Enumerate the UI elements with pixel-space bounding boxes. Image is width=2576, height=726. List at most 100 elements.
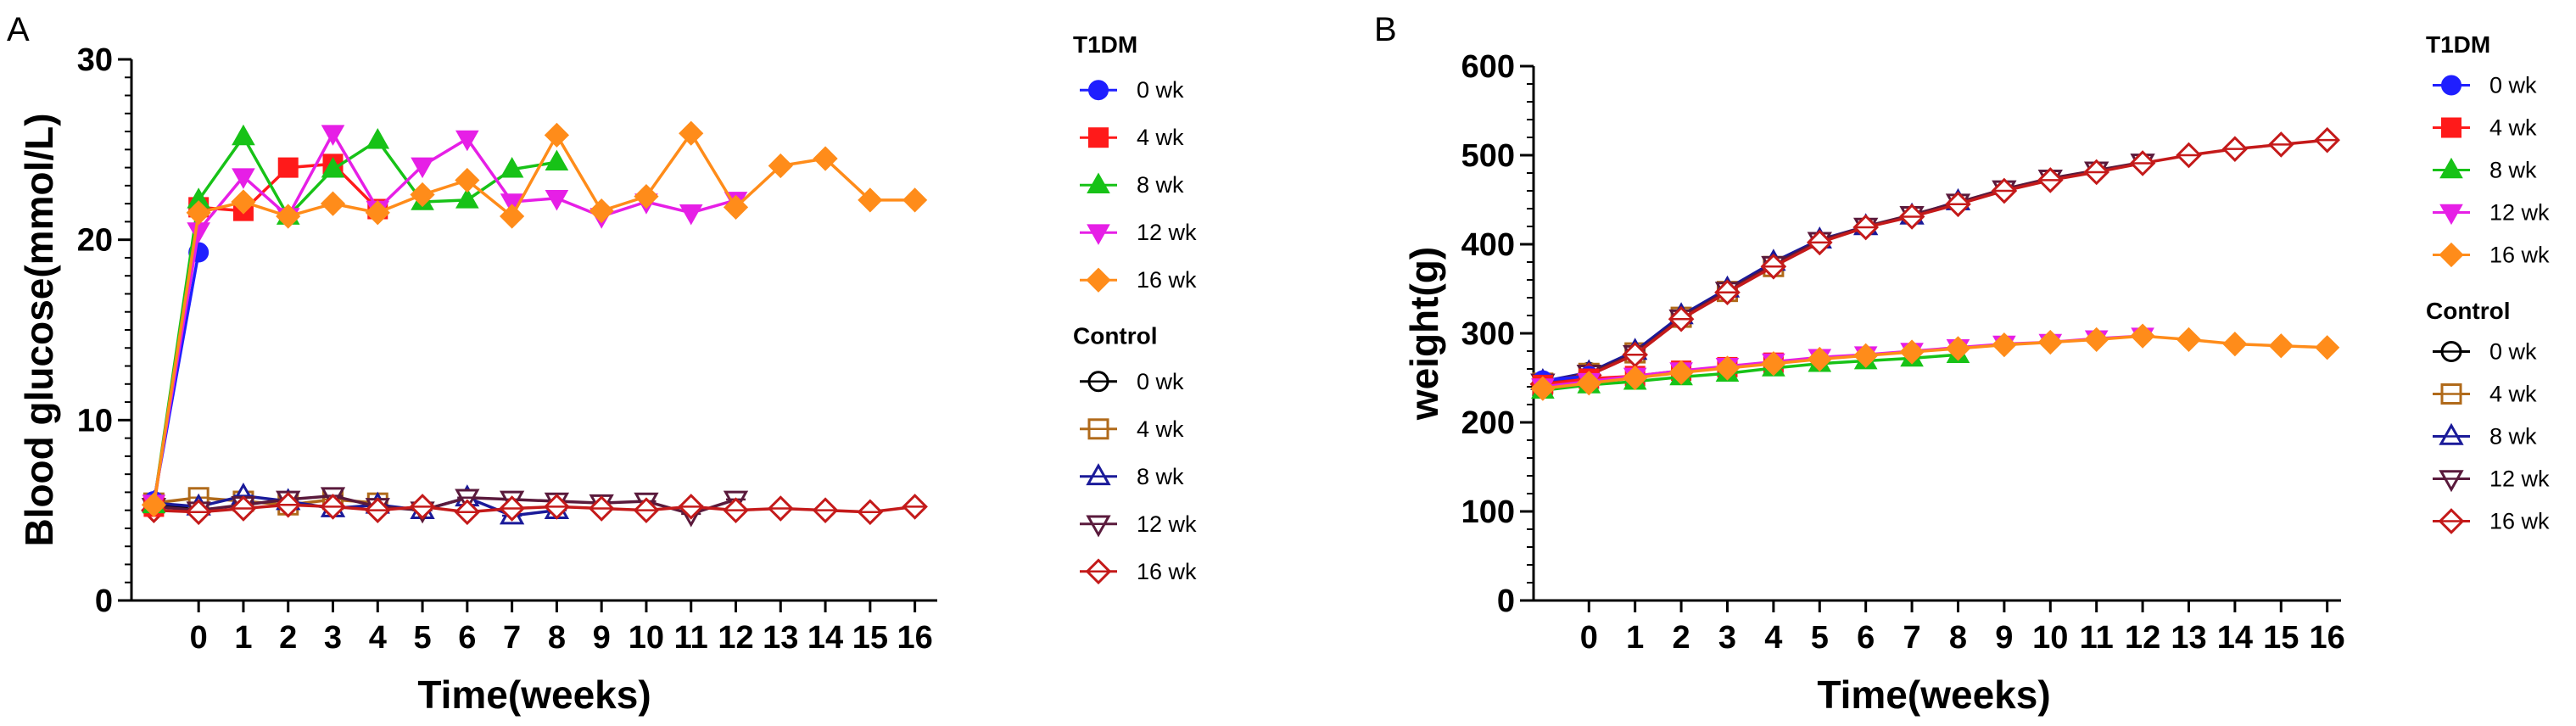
panel-b-legend-entry: 12 wk [2433,200,2550,226]
panel-a-legend-label: 16 wk [1137,559,1197,584]
panel-a-data-point [366,128,390,149]
panel-a-series-line [154,494,557,517]
panel-a-legend-marker [1086,515,1111,538]
panel-a-legend-label: 8 wk [1137,464,1184,489]
panel-b-x-tick-label: 15 [2263,620,2299,656]
panel-a-data-point [454,499,481,526]
panel-b-data-point [1761,351,1786,377]
panel-a-x-axis-title: Time(weeks) [417,673,651,717]
panel-b-data-point [2084,327,2109,352]
panel-b-data-point [2315,335,2340,360]
panel-a-data-point [364,497,391,523]
panel-b-data-point [2176,327,2202,352]
panel-a-data-point [409,494,436,520]
panel-b-legend-label: 12 wk [2489,466,2550,492]
panel-a-data-point [544,122,570,148]
panel-b-series-line [1542,138,2327,386]
panel-a-data-point [902,494,928,520]
panel-a-x-tick-label: 3 [324,620,342,656]
panel-b-data-point [1714,355,1741,381]
panel-b-y-tick-label: 200 [1461,405,1515,441]
panel-b-x-tick-label: 11 [2080,620,2114,656]
panel-a-data-point [723,194,749,221]
panel-b-legend-entry: 0 wk [2433,339,2537,365]
panel-b-legend-marker [2439,204,2463,226]
panel-a-legend-marker [1087,224,1110,245]
panel-a-series-t1dm-0wk [143,242,210,512]
panel-a-data-point [812,497,839,523]
panel-a-series-line [152,135,557,505]
panel-a-legend-marker [1087,172,1110,193]
panel-b-data-point [2221,136,2249,162]
panel-b-data-point [1714,279,1741,306]
panel-a-x-tick-label: 2 [279,620,297,656]
panel-a-legend-entry: 8 wk [1080,463,1184,489]
panel-b-data-point [1807,346,1832,372]
panel-b-y-tick-label: 300 [1461,316,1515,352]
panel-a-series-control-16wk [141,491,928,526]
panel-a-data-point [410,182,435,208]
panel-a-letter: A [7,11,30,48]
panel-b-x-tick-label: 1 [1626,620,1644,656]
panel-a-legend-title: Control [1073,323,1158,349]
panel-a-legend-label: 12 wk [1137,511,1197,537]
panel-b-data-point [1852,214,1880,241]
panel-b-y-tick-label: 600 [1461,49,1515,85]
panel-b-legend-entry: 8 wk [2433,158,2537,183]
panel-b-data-point [1760,253,1787,280]
panel-a-data-point [321,157,345,178]
panel-b-legend-marker [2439,157,2463,179]
panel-a-data-point [230,495,257,522]
panel-b-legend-marker [2439,470,2464,493]
panel-a-data-point [231,189,256,215]
panel-a-data-point [275,491,302,518]
panel-b-legend-marker [2439,422,2464,445]
panel-a-data-point [902,187,928,213]
panel-a-x-tick-label: 4 [369,620,387,656]
panel-a-x-tick-label: 9 [593,620,611,656]
panel-a-x-tick-label: 5 [413,620,431,656]
panel-a-data-point [545,149,569,171]
panel-a-y-tick-label: 30 [77,42,113,78]
panel-a-data-point [232,168,255,189]
panel-a-data-point [544,494,570,520]
panel-a-data-point [500,157,524,178]
panel-b-legend-title: Control [2426,298,2511,324]
panel-b-data-point [2176,142,2202,169]
panel-b-x-tick-label: 14 [2217,620,2253,656]
panel-a-x-tick-label: 13 [763,620,798,656]
panel-b-letter: B [1374,11,1397,48]
panel-a-x-tick-label: 11 [674,620,708,656]
panel-a-data-point [768,153,793,179]
panel-a-data-point [500,193,524,215]
panel-a-x-tick-label: 15 [852,620,888,656]
panel-a-legend-marker [1087,371,1109,393]
panel-a-x-tick-label: 7 [503,620,521,656]
panel-a-data-point [767,495,794,522]
panel-b-legend-label: 16 wk [2489,243,2550,268]
panel-b-data-point [2130,323,2155,349]
panel-b-legend-entry: 16 wk [2433,508,2550,534]
panel-b-data-point [1898,204,1925,230]
panel-a-x-tick-label: 10 [629,620,664,656]
panel-a-legend-entry: 12 wk [1080,511,1197,538]
panel-a-y-tick-label: 20 [77,223,113,259]
panel-a-data-point [320,494,346,520]
panel-a-data-point [187,222,210,243]
panel-a-data-point [589,198,614,224]
panel-b-data-point [1623,365,1648,391]
panel-a-legend-marker [1086,267,1111,293]
panel-a-legend-label: 12 wk [1137,220,1197,245]
panel-a-legend-marker [1085,558,1112,585]
panel-a-legend-label: 0 wk [1137,369,1184,394]
panel-a-legend-label: 16 wk [1137,267,1197,293]
panel-b-y-tick-label: 400 [1461,227,1515,263]
panel-b-data-point [1945,336,1971,361]
panel-b-x-tick-label: 12 [2125,620,2160,656]
panel-b-data-point [1530,376,1556,401]
panel-b-legend-label: 4 wk [2489,382,2537,407]
panel-b-x-tick-label: 7 [1903,620,1921,656]
panel-a-y-tick-label: 0 [95,584,113,619]
panel-b-legend-entry: 4 wk [2433,382,2537,407]
panel-b-data-point [1991,177,2018,204]
